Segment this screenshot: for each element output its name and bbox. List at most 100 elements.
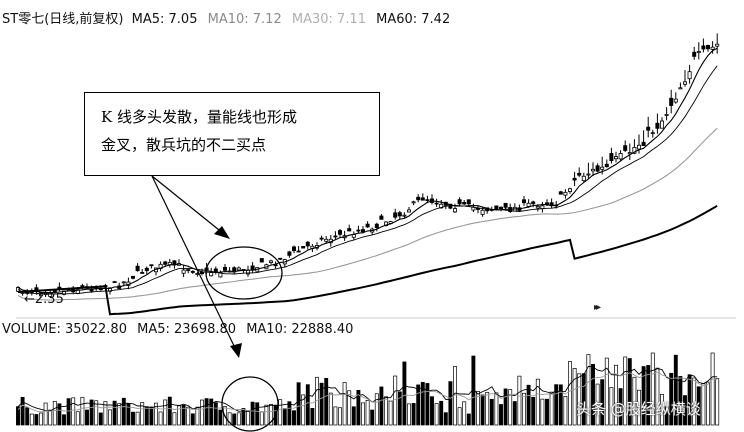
candle-body [655,122,660,129]
volume-bar [347,390,352,426]
volume-bar [563,396,568,426]
candle-body [498,206,503,210]
volume-bar [678,376,683,426]
fast-forward-icon[interactable]: ▸▸ [594,302,601,313]
volume-bar [673,354,678,426]
volume-bar [85,409,89,426]
volume-bar [434,403,439,426]
volume-bar [333,406,338,426]
candle-body [305,241,310,247]
annotation-line-2: 金叉，散兵坑的不二买点 [101,136,267,154]
volume-bar [411,403,416,426]
candle-body [641,141,646,147]
volume-bar [591,364,595,426]
candle-body [190,271,195,273]
volume-bar [29,413,34,426]
volume-bar [448,381,453,426]
volume-bar [393,375,398,426]
volume-bar [149,406,154,426]
volume-value: VOLUME: 35022.80 [2,322,127,337]
price-highlight-ellipse [205,246,283,300]
volume-bar [117,403,122,426]
candle-body [425,199,430,202]
volume-bar [388,400,393,426]
candle-body [347,228,352,232]
volume-bar [278,399,283,426]
volume-bar [577,373,582,426]
candle-body [563,191,568,196]
candle-body [356,229,361,232]
candle-body [149,264,154,267]
volume-bar [57,403,62,426]
candle-body [39,292,44,297]
volume-bar [609,387,614,426]
volume-bar [508,389,513,426]
candle-body [609,153,614,162]
candle-body [333,235,338,238]
candle-body [140,272,145,274]
volume-bar [361,402,365,426]
vol-ma10-value: MA10: 22888.40 [246,322,354,337]
candle-body [121,281,126,284]
candle-body [135,265,140,272]
volume-bar [43,402,48,426]
candle-body [614,156,619,160]
annotation-callout: K 线多头发散，量能线也形成 金叉，散兵坑的不二买点 [84,92,380,176]
volume-bar [98,412,103,426]
volume-bar [710,352,715,426]
candle-body [268,260,273,263]
candle-body [646,126,651,131]
candle-body [669,97,674,106]
candle-body [393,212,398,218]
candle-body [715,43,720,47]
candle-body [89,289,94,292]
watermark: 头条 @股经纵横谈 [576,400,701,418]
volume-bar [462,401,467,426]
candle-body [586,173,591,176]
volume-bar [430,396,434,426]
volume-bar [305,384,310,426]
candle-body [494,205,499,210]
candle-body [600,166,605,170]
candle-body [319,237,324,240]
annotation-marks [151,175,283,432]
volume-bar [581,373,586,426]
candle-body [209,272,214,277]
candle-body [692,51,697,57]
volume-bar [52,400,57,426]
price-panel [15,33,720,316]
volume-bar [397,391,402,426]
candle-body [337,230,342,235]
ma10-value: MA10: 7.12 [207,12,282,27]
volume-bar [241,408,246,426]
volume-ma5-line [17,365,718,413]
ma10-line [17,65,718,295]
candle-body [112,281,117,284]
candle-body [434,202,439,205]
volume-bar [209,398,214,426]
volume-bar [20,396,25,426]
volume-bar [618,388,623,426]
ma5-value: MA5: 7.05 [131,12,198,27]
volume-bar [351,406,356,426]
volume-bar [379,386,384,426]
volume-bar [25,407,30,426]
volume-panel [16,352,720,426]
volume-bar [131,411,135,426]
candle-body [462,201,467,205]
volume-bar [402,361,407,426]
volume-bar [75,411,80,426]
volume-bar [163,399,168,426]
volume-bar [623,356,628,426]
volume-bar [310,408,315,426]
candle-body [144,267,149,272]
volume-bar [512,401,517,426]
volume-bar [140,402,145,426]
volume-bar [558,384,563,426]
volume-bar [218,409,223,426]
volume-bar [94,400,99,426]
candle-body [452,208,457,213]
volume-bar [89,399,94,426]
volume-bar [259,411,264,426]
volume-bar [296,382,301,426]
